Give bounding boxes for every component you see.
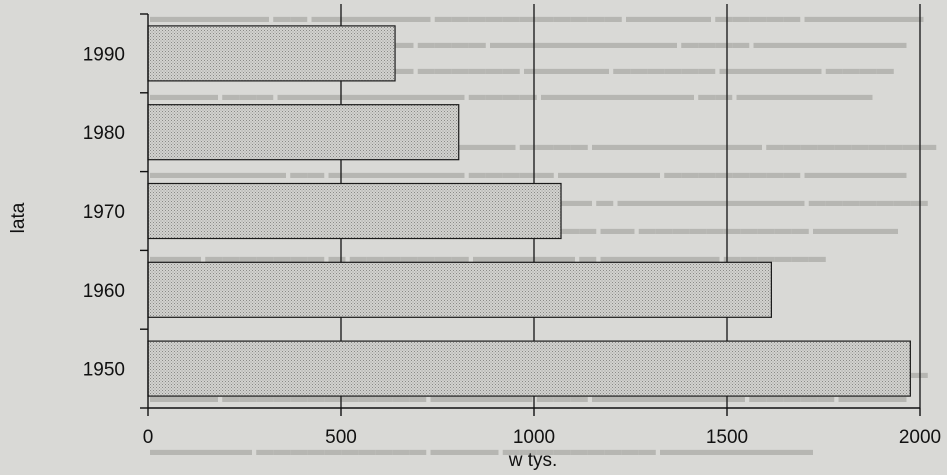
y-tick-label: 1990 <box>83 44 125 65</box>
bar-1950 <box>147 340 911 397</box>
y-tick-labels: 1990 1980 1970 1960 1950 <box>83 44 125 380</box>
y-tick-label: 1970 <box>83 202 125 223</box>
x-tick-label: 1500 <box>706 427 748 448</box>
bar-1970 <box>147 182 562 240</box>
x-tick-label: 2000 <box>899 427 941 448</box>
svg-text:▬▬▬▬▬▬ ▬▬▬▬▬▬▬▬▬▬ ▬▬▬▬ ▬▬▬▬▬▬▬: ▬▬▬▬▬▬ ▬▬▬▬▬▬▬▬▬▬ ▬▬▬▬ ▬▬▬▬▬▬▬▬▬ ▬▬▬▬▬▬▬… <box>150 440 813 459</box>
bar-1960 <box>147 261 772 318</box>
bars <box>147 25 911 397</box>
x-tick-label: 500 <box>325 427 357 448</box>
y-tick-label: 1950 <box>83 360 125 381</box>
bar-1980 <box>147 104 460 161</box>
svg-text:▬▬▬▬▬▬▬ ▬▬ ▬▬▬▬▬▬▬ ▬▬▬▬▬▬▬▬▬▬▬: ▬▬▬▬▬▬▬ ▬▬ ▬▬▬▬▬▬▬ ▬▬▬▬▬▬▬▬▬▬▬ ▬▬▬▬▬ ▬▬▬… <box>150 7 924 26</box>
x-tick-label: 1000 <box>513 427 555 448</box>
svg-text:▬▬▬▬▬▬▬▬ ▬▬ ▬▬▬▬▬▬▬▬ ▬▬▬▬▬ ▬▬▬: ▬▬▬▬▬▬▬▬ ▬▬ ▬▬▬▬▬▬▬▬ ▬▬▬▬▬ ▬▬▬▬▬▬ ▬▬▬▬▬▬… <box>150 163 907 182</box>
svg-text:▬▬▬▬ ▬▬▬ ▬▬▬▬▬▬▬▬▬▬▬ ▬▬▬▬ ▬▬▬▬: ▬▬▬▬ ▬▬▬ ▬▬▬▬▬▬▬▬▬▬▬ ▬▬▬▬ ▬▬▬▬▬▬▬▬▬ ▬▬ ▬… <box>150 85 873 104</box>
bar-1990 <box>147 25 396 82</box>
x-tick-labels: 0 500 1000 1500 2000 <box>143 427 941 448</box>
axes <box>140 13 921 416</box>
y-tick-label: 1980 <box>83 123 125 144</box>
x-axis-title: w tys. <box>508 450 558 471</box>
y-tick-label: 1960 <box>83 281 125 302</box>
svg-text:▬▬▬ ▬▬▬▬▬▬▬ ▬ ▬▬▬▬▬▬▬ ▬▬▬▬▬▬ ▬: ▬▬▬ ▬▬▬▬▬▬▬ ▬ ▬▬▬▬▬▬▬ ▬▬▬▬▬▬ ▬ ▬▬▬▬▬▬▬ ▬… <box>150 247 826 266</box>
y-axis-title: lata <box>8 202 29 233</box>
x-tick-label: 0 <box>143 427 154 448</box>
